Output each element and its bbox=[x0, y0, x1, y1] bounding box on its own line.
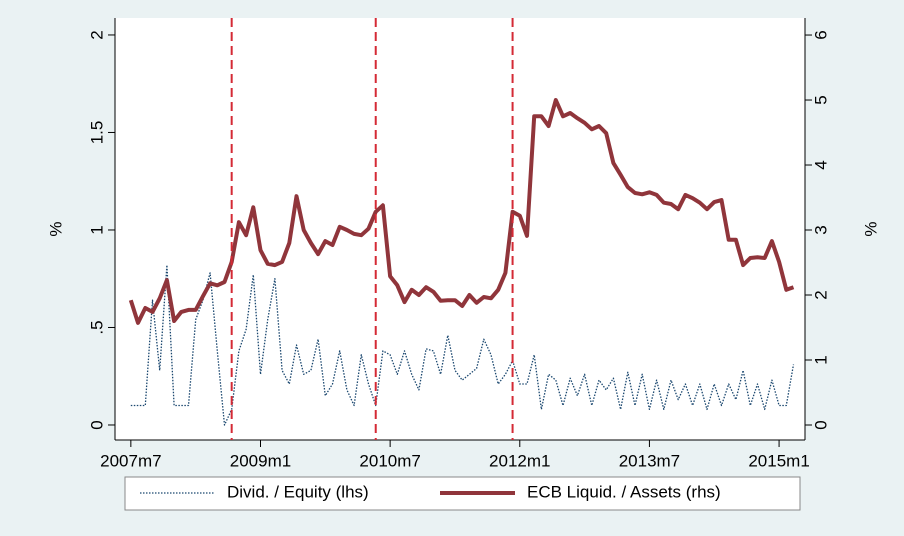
x-tick-label: 2015m1 bbox=[748, 451, 809, 470]
x-tick-label: 2007m7 bbox=[100, 451, 161, 470]
y-tick-label: 0 bbox=[87, 420, 106, 429]
legend-label: Divid. / Equity (lhs) bbox=[227, 482, 369, 501]
y-tick-label: .5 bbox=[87, 320, 106, 334]
y2-tick-label: 5 bbox=[811, 95, 830, 104]
y2-tick-label: 4 bbox=[811, 160, 830, 169]
x-tick-label: 2009m1 bbox=[230, 451, 291, 470]
series-line bbox=[130, 264, 795, 426]
y-tick-label: 1.5 bbox=[87, 121, 106, 145]
series-line bbox=[128, 98, 795, 325]
plot-area bbox=[115, 18, 805, 440]
y2-axis-label: % bbox=[861, 221, 880, 236]
x-tick-label: 2012m1 bbox=[489, 451, 550, 470]
y-tick-label: 1 bbox=[87, 225, 106, 234]
y-axis-label: % bbox=[46, 221, 65, 236]
legend bbox=[124, 476, 801, 511]
x-tick-label: 2010m7 bbox=[359, 451, 420, 470]
x-tick-label: 2013m7 bbox=[619, 451, 680, 470]
y-tick-label: 2 bbox=[87, 30, 106, 39]
y2-tick-label: 0 bbox=[811, 420, 830, 429]
legend-label: ECB Liquid. / Assets (rhs) bbox=[527, 482, 721, 501]
y2-tick-label: 6 bbox=[811, 30, 830, 39]
y2-tick-label: 3 bbox=[811, 225, 830, 234]
y2-tick-label: 2 bbox=[811, 290, 830, 299]
y2-tick-label: 1 bbox=[811, 355, 830, 364]
